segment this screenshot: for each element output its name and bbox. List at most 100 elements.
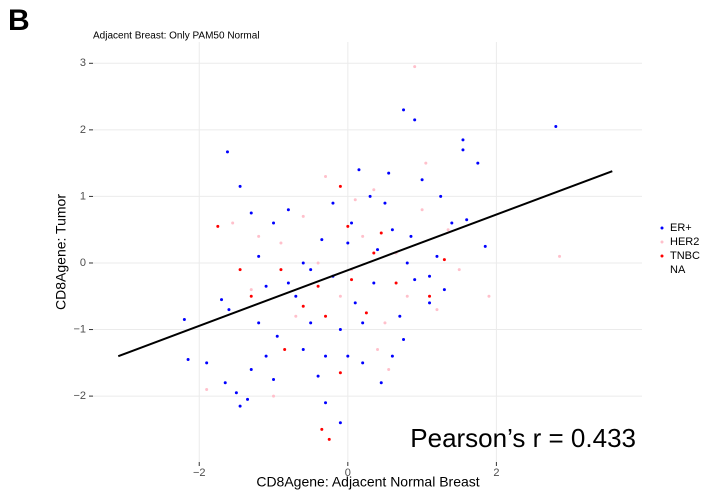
point [301,261,305,265]
point [324,314,328,318]
point [368,194,372,198]
point [372,281,376,285]
point [249,367,253,371]
point [424,161,428,165]
point [413,118,417,122]
point [394,281,398,285]
point [220,298,224,302]
point [225,150,229,154]
point [435,254,439,258]
point [420,178,424,182]
point [364,311,368,315]
point [257,254,261,258]
y-tick-label: −1 [73,323,86,335]
point [428,274,432,278]
point [324,174,328,178]
point [205,361,209,365]
point [350,278,354,282]
legend-label: HER2 [670,236,699,248]
point [442,288,446,292]
point [234,391,238,395]
point [383,201,387,205]
point [402,108,406,112]
point [428,301,432,305]
point [316,284,320,288]
point [338,371,342,375]
point [327,437,331,441]
legend-marker [660,226,664,230]
point [554,125,558,129]
point [338,294,342,298]
point [264,284,268,288]
point [279,241,283,245]
point [457,268,461,272]
plot-area [93,42,642,462]
annotation: Pearson’s r = 0.433 [410,423,636,453]
point [238,184,242,188]
point [398,314,402,318]
point [413,65,417,69]
legend-label: NA [670,264,686,276]
point [324,401,328,405]
point [309,321,313,325]
point [257,321,261,325]
panel-label: B [8,4,30,37]
point [446,228,450,232]
point [231,221,235,225]
point [361,361,365,365]
point [402,338,406,342]
point [320,238,324,242]
chart-title: Adjacent Breast: Only PAM50 Normal [93,31,260,42]
point [324,354,328,358]
point [450,221,454,225]
point [238,268,242,272]
point [390,228,394,232]
point [301,304,305,308]
point [361,234,365,238]
point [353,198,357,202]
point [428,294,432,298]
point [309,268,313,272]
point [465,218,469,222]
point [182,318,186,322]
y-tick-label: −2 [73,390,86,402]
point [272,394,276,398]
point [361,321,365,325]
y-axis-label: CD8Agene: Tumor [53,194,69,310]
point [350,221,354,225]
x-tick-label: 0 [345,467,351,479]
point [227,308,231,312]
point [246,397,250,401]
point [476,161,480,165]
legend-marker [660,268,664,272]
point [238,404,242,408]
point [357,168,361,172]
point [420,208,424,212]
point [205,387,209,391]
point [249,288,253,292]
point [294,294,298,298]
legend-marker [660,240,664,244]
point [376,248,380,252]
point [331,201,335,205]
point [223,381,227,385]
point [346,241,350,245]
point [435,308,439,312]
point [439,194,443,198]
point [257,234,261,238]
y-tick-label: 1 [80,190,86,202]
point [346,224,350,228]
point [249,294,253,298]
point [409,234,413,238]
point [405,261,409,265]
y-tick-label: 0 [80,257,86,269]
point [442,258,446,262]
point [320,427,324,431]
point [558,254,562,258]
x-axis-label: CD8Agene: Adjacent Normal Breast [256,474,479,490]
point [346,354,350,358]
point [316,261,320,265]
point [372,251,376,255]
point [272,377,276,381]
